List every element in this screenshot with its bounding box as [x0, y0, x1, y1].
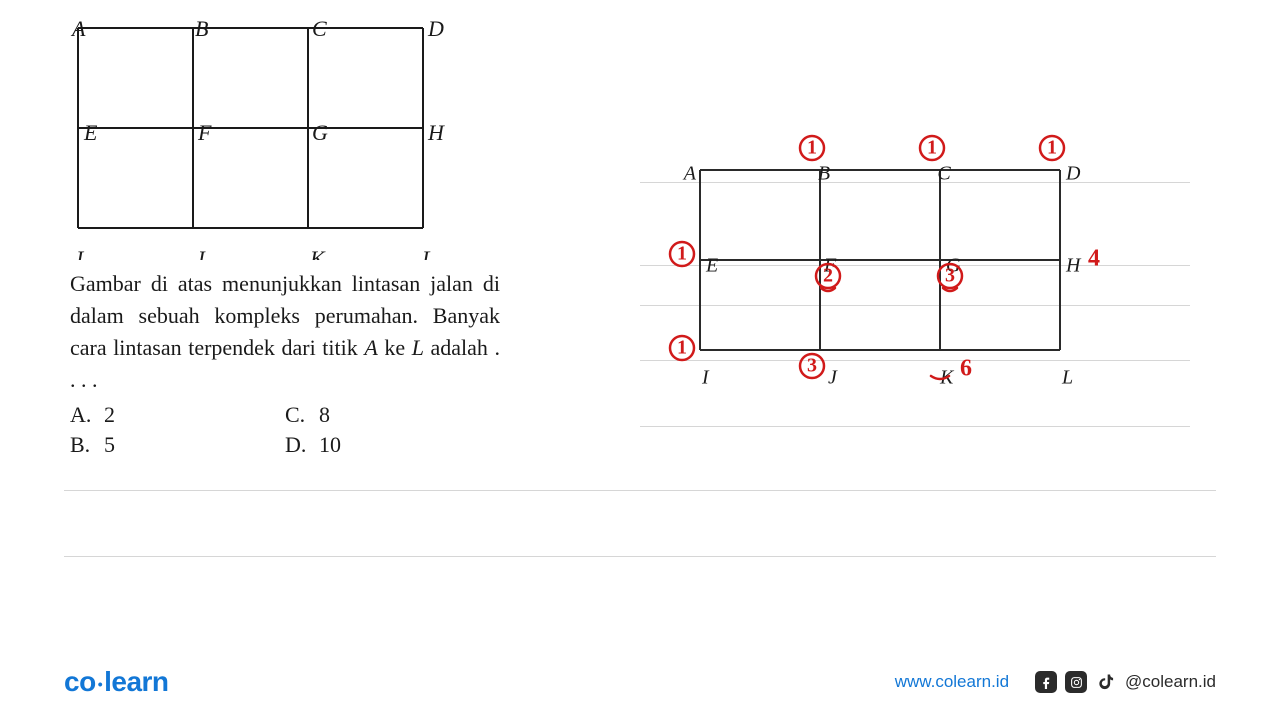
- svg-text:I: I: [701, 367, 710, 389]
- svg-text:J: J: [195, 246, 206, 260]
- solution-grid: ABCDEFGHIJKL 1111234136: [640, 130, 1190, 410]
- svg-text:G: G: [312, 120, 328, 145]
- instagram-icon: [1065, 671, 1087, 693]
- svg-text:6: 6: [960, 356, 972, 382]
- footer: co•learn www.colearn.id @colearn.id: [0, 666, 1280, 698]
- solution-panel: ABCDEFGHIJKL 1111234136: [640, 130, 1190, 410]
- svg-text:L: L: [1061, 367, 1073, 389]
- svg-text:K: K: [309, 246, 326, 260]
- colearn-logo: co•learn: [64, 666, 169, 698]
- svg-text:J: J: [828, 367, 838, 389]
- svg-text:1: 1: [677, 337, 687, 359]
- svg-text:2: 2: [823, 265, 833, 287]
- svg-text:B: B: [195, 20, 208, 41]
- question-text: Gambar di atas menunjukkan lintasan jala…: [70, 268, 500, 396]
- svg-text:I: I: [75, 246, 85, 260]
- svg-text:H: H: [427, 120, 445, 145]
- option-c: C.8: [285, 402, 500, 428]
- svg-text:B: B: [818, 163, 830, 185]
- svg-text:A: A: [70, 20, 86, 41]
- svg-text:C: C: [312, 20, 327, 41]
- svg-text:D: D: [1065, 163, 1081, 185]
- footer-url: www.colearn.id: [895, 672, 1009, 692]
- svg-text:A: A: [682, 163, 697, 185]
- svg-text:4: 4: [1088, 246, 1100, 272]
- svg-text:E: E: [705, 255, 718, 277]
- question-panel: A B C D E F G H I J K L Gambar di atas menunjukkan …: [70, 20, 500, 458]
- tiktok-icon: [1095, 671, 1117, 693]
- svg-text:C: C: [937, 163, 951, 185]
- social-icons: @colearn.id: [1035, 671, 1216, 693]
- svg-text:1: 1: [1047, 137, 1057, 159]
- svg-text:H: H: [1065, 255, 1082, 277]
- question-grid: A B C D E F G H I J K L: [70, 20, 450, 260]
- svg-text:1: 1: [677, 243, 687, 265]
- svg-text:1: 1: [927, 137, 937, 159]
- footer-right: www.colearn.id @colearn.id: [895, 671, 1216, 693]
- svg-text:E: E: [83, 120, 98, 145]
- svg-text:3: 3: [807, 355, 817, 377]
- social-handle: @colearn.id: [1125, 672, 1216, 692]
- answer-options: A.2 C.8 B.5 D.10: [70, 402, 500, 458]
- svg-text:L: L: [421, 246, 434, 260]
- divider: [64, 490, 1216, 491]
- svg-text:3: 3: [945, 265, 955, 287]
- svg-text:F: F: [197, 120, 212, 145]
- facebook-icon: [1035, 671, 1057, 693]
- svg-text:D: D: [427, 20, 444, 41]
- svg-text:1: 1: [807, 137, 817, 159]
- option-b: B.5: [70, 432, 285, 458]
- divider: [64, 556, 1216, 557]
- option-a: A.2: [70, 402, 285, 428]
- option-d: D.10: [285, 432, 500, 458]
